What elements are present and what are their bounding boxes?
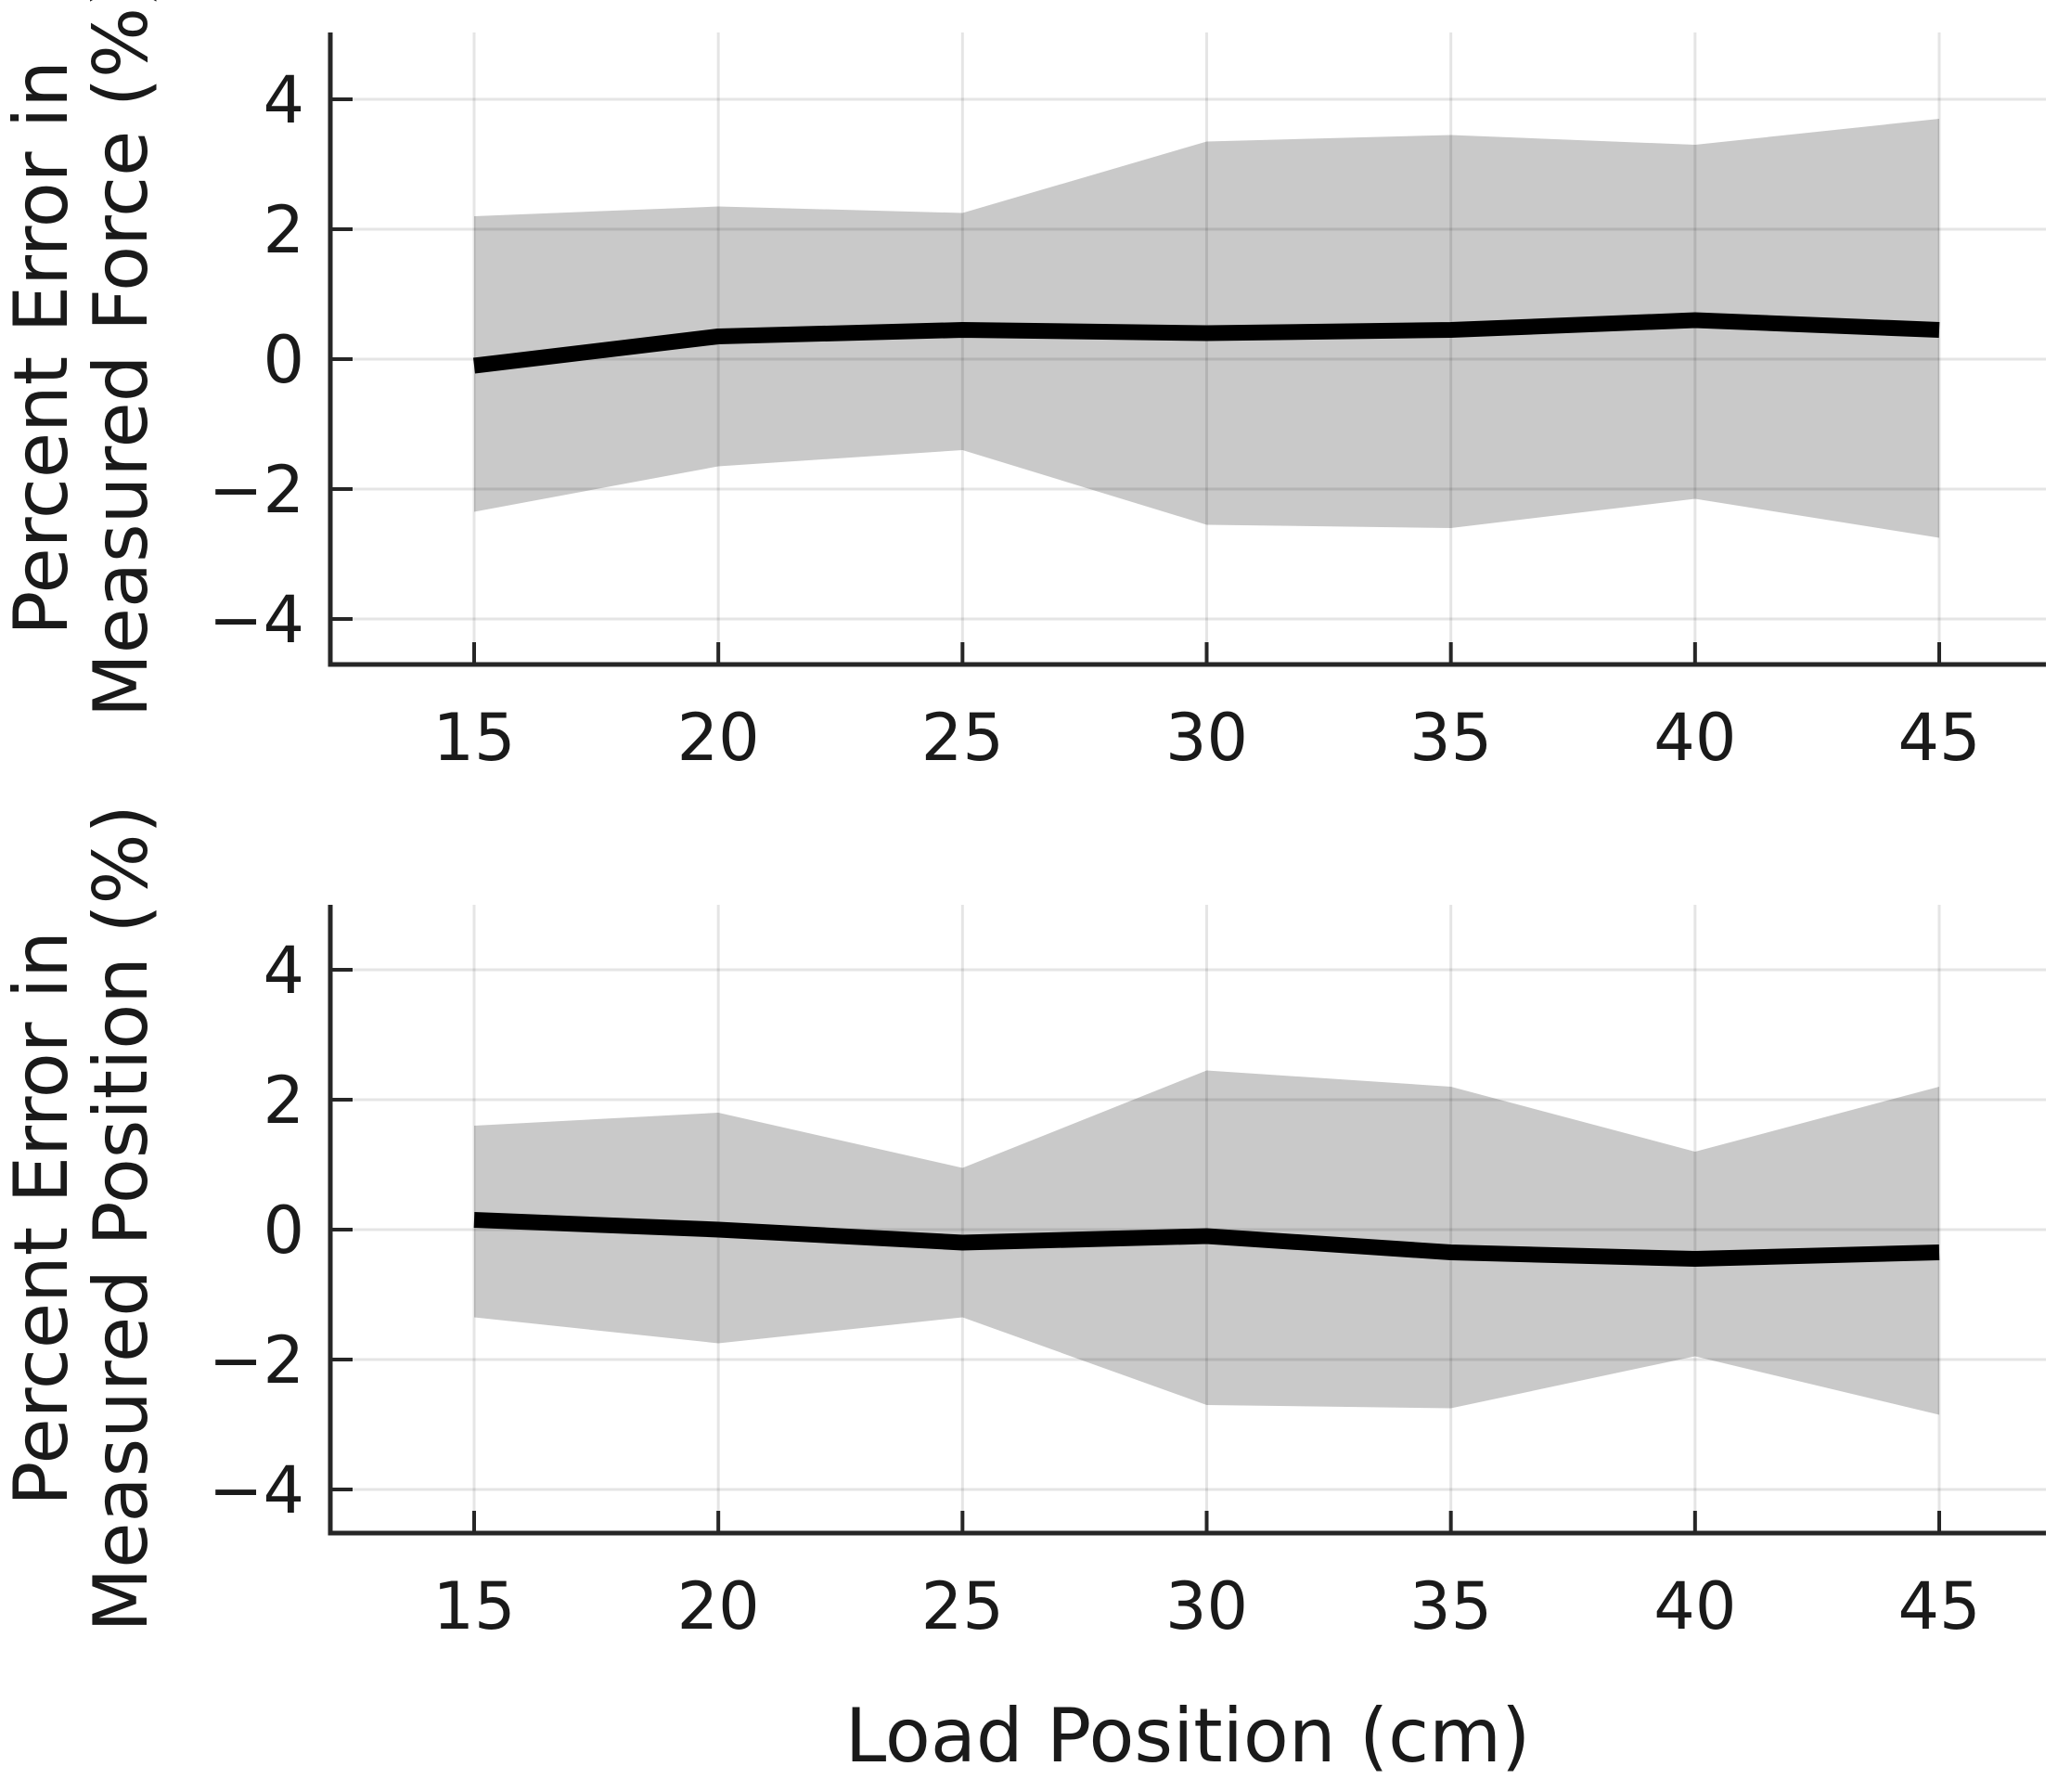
x-tick-label: 25 — [921, 700, 1004, 776]
mean-error-line — [473, 1212, 1940, 1267]
position-error-subplot: 420−2−415 20 25 30 35 40 45 — [209, 905, 2046, 1644]
y-tick-label: 4 — [263, 62, 304, 138]
force-error-subplot: 420−2−415 20 25 30 35 40 45 — [209, 32, 2046, 776]
y-tick-label: 2 — [263, 1063, 304, 1139]
x-tick-label: 20 — [677, 700, 760, 776]
x-axis-label: Load Position (cm) — [845, 1693, 1531, 1779]
y-tick-label: −4 — [209, 582, 304, 658]
y-tick-label: 0 — [263, 322, 304, 398]
x-tick-label: 40 — [1653, 700, 1736, 776]
x-tick-label: 45 — [1897, 700, 1980, 776]
y-axis-label-position-line1: Percent Error in — [0, 931, 84, 1506]
y-tick-label: 4 — [263, 933, 304, 1009]
y-axis-label-position-line2: Measured Position (%) — [78, 805, 164, 1632]
y-axis-label-force-line1: Percent Error in — [0, 60, 84, 636]
x-tick-label: 45 — [1897, 1568, 1980, 1644]
y-tick-label: −2 — [209, 1322, 304, 1399]
mean-error-line — [472, 312, 1940, 374]
x-tick-label: 40 — [1653, 1568, 1736, 1644]
x-tick-label: 30 — [1165, 1568, 1248, 1644]
y-tick-label: −2 — [209, 452, 304, 528]
x-tick-label: 35 — [1409, 1568, 1492, 1644]
x-tick-label: 15 — [432, 700, 515, 776]
x-tick-label: 30 — [1165, 700, 1248, 776]
y-axis-label-force-line2: Measured Force (%) — [78, 0, 164, 717]
y-tick-label: 0 — [263, 1193, 304, 1269]
y-tick-label: −4 — [209, 1452, 304, 1528]
x-tick-label: 15 — [432, 1568, 515, 1644]
x-tick-label: 20 — [677, 1568, 760, 1644]
y-tick-label: 2 — [263, 192, 304, 268]
x-tick-label: 25 — [921, 1568, 1004, 1644]
x-tick-label: 35 — [1409, 700, 1492, 776]
